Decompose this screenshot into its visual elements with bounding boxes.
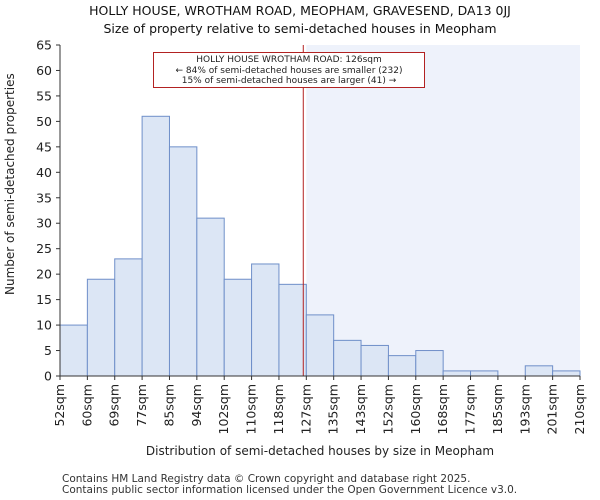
x-tick-label: 160sqm [408,384,423,434]
x-tick-label: 152sqm [380,384,395,434]
histogram-bar [524,365,554,377]
histogram-bar [59,324,88,377]
y-tick-label: 20 [36,267,52,282]
x-tick-label: 135sqm [326,384,341,434]
x-tick-label: 127sqm [298,384,313,434]
footer-line-1: Contains HM Land Registry data © Crown c… [62,473,471,485]
x-tick-label: 168sqm [435,384,450,434]
x-tick-label: 69sqm [107,384,122,427]
footer-line-2: Contains public sector information licen… [62,484,518,496]
histogram-bar [223,278,253,377]
histogram-bar [114,258,143,377]
histogram-bar [196,217,225,377]
y-tick-label: 40 [36,165,52,180]
histogram-bar [552,370,581,377]
x-axis-label: Distribution of semi-detached houses by … [145,444,495,458]
x-tick-label: 143sqm [353,384,368,434]
y-tick-label: 10 [36,318,52,333]
histogram-bar [387,355,417,377]
histogram-bar [278,283,307,377]
y-tick-label: 0 [44,369,52,384]
y-tick-label: 50 [36,114,52,129]
x-tick-label: 60sqm [79,384,94,427]
x-tick-label: 102sqm [216,384,231,434]
x-tick-label: 77sqm [134,384,149,427]
y-tick-label: 60 [36,63,52,78]
x-tick-label: 94sqm [189,384,204,427]
x-tick-label: 52sqm [52,384,67,427]
histogram-bar [415,350,444,377]
histogram-bar [168,146,198,377]
chart-subtitle: Size of property relative to semi-detach… [103,21,497,36]
histogram-bar [333,339,362,377]
annotation-line-2: ← 84% of semi-detached houses are smalle… [175,65,403,76]
x-tick-label: 110sqm [244,384,259,434]
y-tick-label: 25 [36,241,52,256]
y-tick-label: 35 [36,190,52,205]
histogram-bar [305,314,335,377]
annotation-line-3: 15% of semi-detached houses are larger (… [181,76,397,86]
y-tick-label: 55 [36,88,52,103]
y-tick-label: 5 [44,343,52,358]
x-tick-label: 210sqm [572,384,587,434]
x-tick-label: 193sqm [517,384,532,434]
x-tick-label: 185sqm [490,384,505,434]
histogram-bar [470,370,499,377]
y-tick-label: 15 [36,292,52,307]
histogram-bar [86,278,116,377]
x-tick-label: 118sqm [271,384,286,434]
histogram-bar [360,344,389,377]
annotation-line-1: HOLLY HOUSE WROTHAM ROAD: 126sqm [196,55,382,65]
x-tick-label: 201sqm [545,384,560,434]
y-tick-label: 65 [36,38,52,53]
annotation-box: HOLLY HOUSE WROTHAM ROAD: 126sqm ← 84% o… [153,52,425,88]
histogram-bar [141,115,170,377]
highlight-region [306,45,580,376]
histogram-bar [251,263,280,377]
x-tick-label: 85sqm [161,384,176,427]
x-tick-label: 177sqm [463,384,478,434]
histogram-bar [442,370,472,377]
y-axis-label: Number of semi-detached properties [3,73,17,295]
chart-title: HOLLY HOUSE, WROTHAM ROAD, MEOPHAM, GRAV… [89,3,511,18]
y-tick-label: 30 [36,216,52,231]
y-tick-label: 45 [36,139,52,154]
